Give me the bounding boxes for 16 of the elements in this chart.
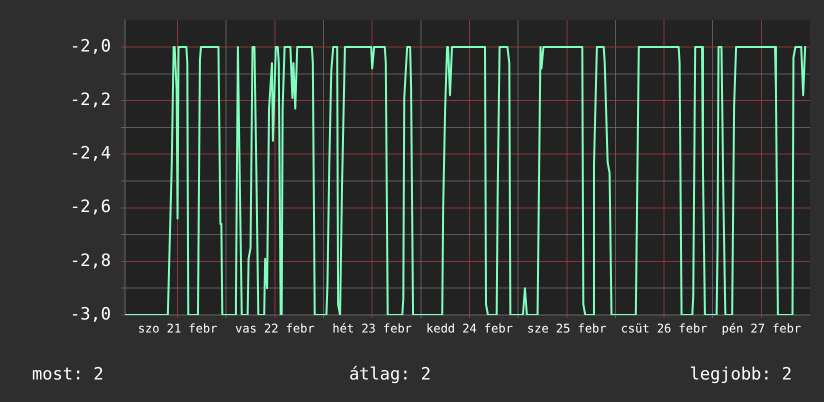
y-tick-label: -2,6 [70, 197, 111, 218]
x-tick-label: csüt 26 febr [620, 321, 708, 336]
y-tick-label: -2,0 [70, 36, 111, 56]
text: most: 2 [32, 364, 104, 384]
y-tick-label: -2,2 [70, 90, 111, 110]
y-tick-label: -2,4 [70, 144, 111, 164]
x-tick-label: kedd 24 febr [426, 321, 513, 336]
text: legjobb: 2 [690, 364, 792, 384]
x-tick-label: vas 22 febr [235, 321, 315, 336]
text: átlag: 2 [349, 364, 431, 384]
x-tick-label: szo 21 febr [138, 321, 218, 336]
y-tick-label: -3,0 [70, 304, 111, 324]
y-tick-label: -2,8 [70, 250, 111, 271]
x-tick-label: hét 23 febr [332, 321, 412, 336]
x-tick-label: sze 25 febr [527, 321, 606, 336]
x-tick-label: pén 27 febr [722, 321, 802, 336]
